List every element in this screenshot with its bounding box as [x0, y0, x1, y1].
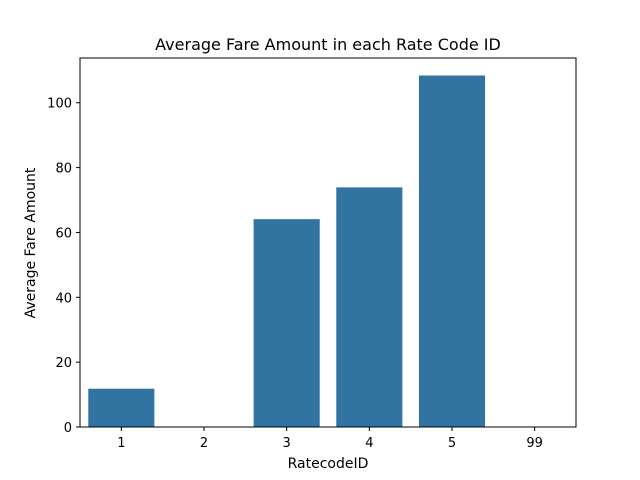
- y-tick-label: 100: [47, 97, 72, 112]
- y-tick-label: 80: [55, 162, 72, 177]
- bars-group: [88, 75, 486, 427]
- x-tick-label: 5: [448, 436, 456, 451]
- y-tick-label: 0: [64, 421, 72, 436]
- x-tick-label: 1: [117, 436, 125, 451]
- y-tick-label: 60: [55, 226, 72, 241]
- y-tick-label: 20: [55, 356, 72, 371]
- x-axis-ticks: 1 2 3 4 5 99: [117, 427, 543, 451]
- y-tick-label: 40: [55, 291, 72, 306]
- bar-3: [253, 219, 320, 427]
- x-tick-label: 3: [283, 436, 291, 451]
- x-axis-label: RatecodeID: [288, 456, 369, 472]
- x-tick-label: 2: [200, 436, 208, 451]
- bar-1: [88, 388, 155, 427]
- y-axis-label: Average Fare Amount: [23, 167, 39, 318]
- x-tick-label: 4: [365, 436, 373, 451]
- chart-title: Average Fare Amount in each Rate Code ID: [155, 35, 501, 54]
- x-tick-label: 99: [526, 436, 543, 451]
- plot-frame: [79, 57, 577, 428]
- y-axis-ticks: 0 20 40 60 80 100: [47, 97, 80, 436]
- bar-5: [418, 75, 486, 427]
- bar-4: [336, 187, 403, 427]
